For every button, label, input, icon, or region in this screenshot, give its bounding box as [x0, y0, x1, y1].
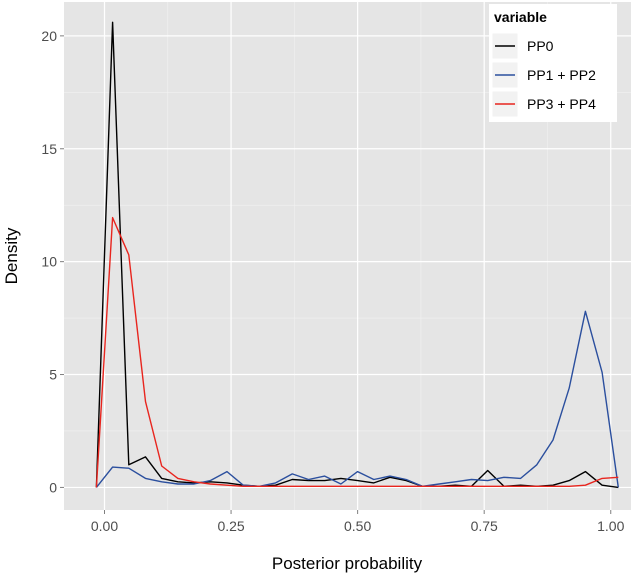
series-line-1	[95, 310, 619, 488]
x-tick-label: 1.00	[597, 518, 624, 534]
legend-label-0: PP0	[527, 38, 554, 54]
x-tick-label: 0.00	[91, 518, 118, 534]
x-tick-label: 0.25	[217, 518, 244, 534]
y-tick-label: 20	[41, 28, 57, 44]
y-tick-labels: 0 5 10 15 20	[41, 28, 57, 496]
x-tick-labels: 0.00 0.25 0.50 0.75 1.00	[91, 518, 625, 534]
series-lines	[95, 21, 619, 489]
x-axis-title: Posterior probability	[272, 554, 423, 573]
y-tick-label: 15	[41, 141, 57, 157]
legend-items: PP0 PP1 + PP2 PP3 + PP4	[491, 32, 596, 118]
legend-title: variable	[494, 9, 547, 25]
x-tick-label: 0.50	[344, 518, 371, 534]
x-tick-label: 0.75	[471, 518, 498, 534]
y-axis-title: Density	[2, 227, 21, 284]
y-tick-label: 0	[49, 479, 57, 495]
legend: variable PP0 PP1 + PP2 PP3 + PP4	[489, 4, 617, 122]
major-gridlines	[64, 2, 631, 510]
legend-label-1: PP1 + PP2	[527, 67, 596, 83]
y-tick-label: 10	[41, 254, 57, 270]
legend-label-2: PP3 + PP4	[527, 96, 596, 112]
series-line-2	[95, 216, 619, 488]
y-tick-label: 5	[49, 367, 57, 383]
axis-ticks	[60, 35, 612, 514]
